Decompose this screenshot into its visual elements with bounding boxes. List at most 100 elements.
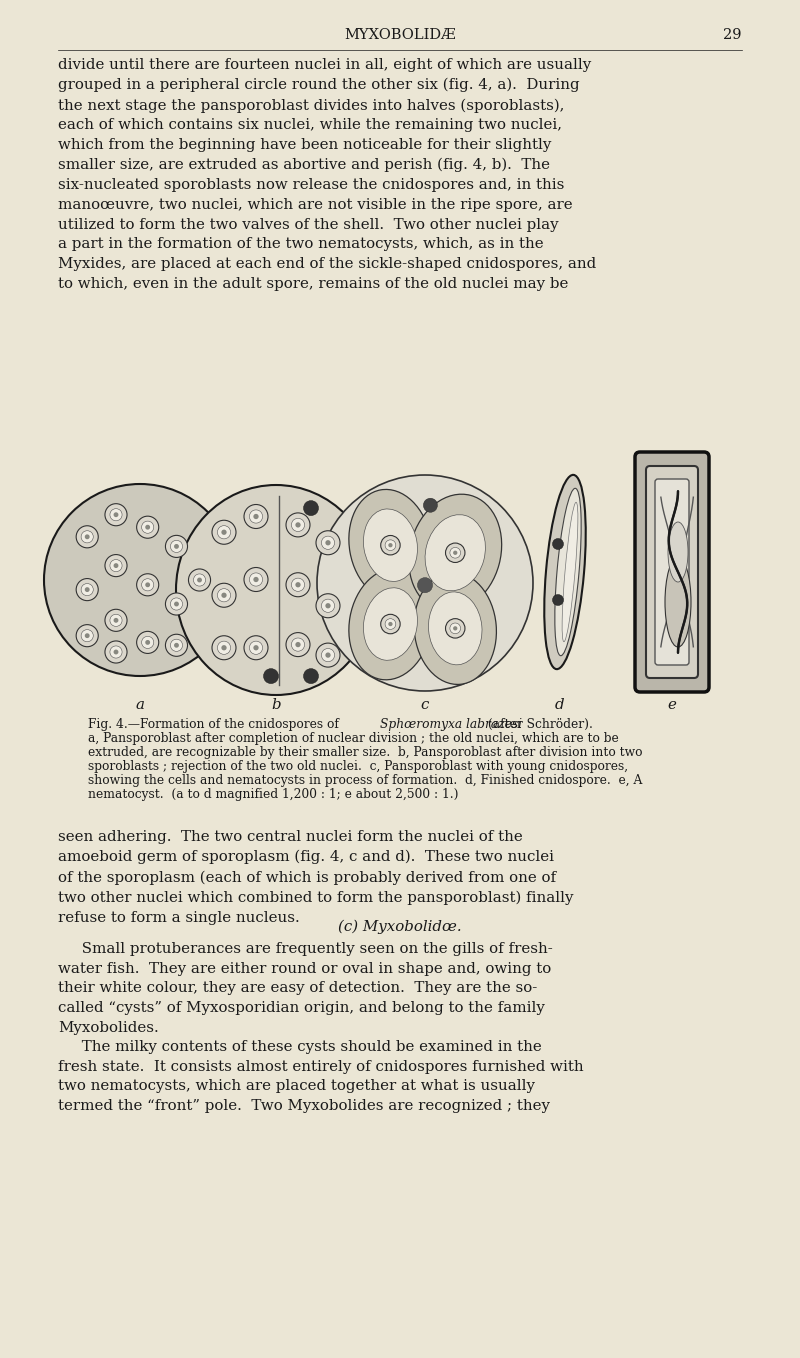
Ellipse shape [317,475,533,691]
Circle shape [146,524,150,530]
Text: divide until there are fourteen nuclei in all, eight of which are usually
groupe: divide until there are fourteen nuclei i… [58,58,597,291]
Circle shape [166,593,187,615]
Circle shape [553,595,563,606]
Circle shape [166,535,187,557]
Circle shape [286,513,310,536]
Circle shape [76,625,98,646]
Text: c: c [421,698,429,712]
Circle shape [114,618,118,623]
Text: Fig. 4.—Formation of the cnidospores of: Fig. 4.—Formation of the cnidospores of [89,718,343,731]
Circle shape [322,599,334,612]
Circle shape [303,668,318,683]
Circle shape [553,539,563,550]
Circle shape [453,626,458,630]
Ellipse shape [544,475,586,669]
Circle shape [174,642,179,648]
Text: 29: 29 [723,29,742,42]
Ellipse shape [665,557,691,646]
Ellipse shape [44,483,236,676]
Circle shape [105,641,127,663]
Circle shape [291,519,305,531]
Circle shape [385,540,396,550]
Circle shape [81,531,94,543]
Text: seen adhering.  The two central nuclei form the nuclei of the
amoeboid germ of s: seen adhering. The two central nuclei fo… [58,830,574,925]
Ellipse shape [349,568,432,680]
Circle shape [254,645,258,650]
Circle shape [85,633,90,638]
Circle shape [146,640,150,645]
Text: a: a [135,698,145,712]
Circle shape [254,513,258,519]
Circle shape [291,579,305,591]
Circle shape [194,574,206,587]
Circle shape [326,603,330,608]
Circle shape [81,630,94,642]
FancyBboxPatch shape [646,466,698,678]
Circle shape [146,583,150,587]
Circle shape [244,636,268,660]
Ellipse shape [668,521,688,583]
Circle shape [110,614,122,626]
Circle shape [388,543,393,547]
Circle shape [322,649,334,661]
Circle shape [250,641,262,655]
Circle shape [295,583,301,588]
Circle shape [295,523,301,527]
Text: extruded, are recognizable by their smaller size.  b, Pansporoblast after divisi: extruded, are recognizable by their smal… [89,746,643,759]
Ellipse shape [176,485,376,695]
Ellipse shape [363,588,418,660]
Circle shape [170,640,182,652]
Circle shape [142,637,154,649]
Circle shape [286,633,310,657]
Text: showing the cells and nematocysts in process of formation.  d, Finished cnidospo: showing the cells and nematocysts in pro… [89,774,642,788]
Circle shape [286,573,310,596]
Circle shape [137,516,158,538]
Text: sporoblasts ; rejection of the two old nuclei.  c, Pansporoblast with young cnid: sporoblasts ; rejection of the two old n… [89,760,629,773]
Circle shape [189,569,210,591]
Circle shape [137,574,158,596]
Circle shape [170,540,182,553]
Circle shape [105,610,127,631]
Ellipse shape [409,494,502,611]
Circle shape [212,583,236,607]
Circle shape [263,668,278,683]
Circle shape [295,642,301,648]
Circle shape [218,641,230,655]
Circle shape [137,631,158,653]
Circle shape [110,509,122,520]
Circle shape [174,545,179,549]
Circle shape [114,649,118,655]
Circle shape [388,622,393,626]
Circle shape [85,534,90,539]
Text: d: d [555,698,565,712]
Circle shape [222,645,226,650]
Text: b: b [271,698,281,712]
Circle shape [142,579,154,591]
Circle shape [76,526,98,547]
Circle shape [197,577,202,583]
Circle shape [222,592,226,598]
Circle shape [385,619,396,629]
Circle shape [254,577,258,583]
Circle shape [212,636,236,660]
Circle shape [418,577,433,592]
Circle shape [218,588,230,602]
Circle shape [174,602,179,607]
Text: e: e [667,698,677,712]
Circle shape [446,619,465,638]
Circle shape [170,598,182,610]
Circle shape [423,498,438,512]
Text: Small protuberances are frequently seen on the gills of fresh-
water fish.  They: Small protuberances are frequently seen … [58,942,553,1035]
Circle shape [450,623,461,634]
Circle shape [250,509,262,523]
Circle shape [322,536,334,550]
Circle shape [85,587,90,592]
Circle shape [250,573,262,587]
Ellipse shape [363,509,418,581]
Circle shape [114,512,118,517]
Text: (after Schröder).: (after Schröder). [485,718,594,731]
Circle shape [450,547,461,558]
Ellipse shape [425,515,486,591]
Circle shape [218,526,230,539]
Circle shape [81,584,94,596]
